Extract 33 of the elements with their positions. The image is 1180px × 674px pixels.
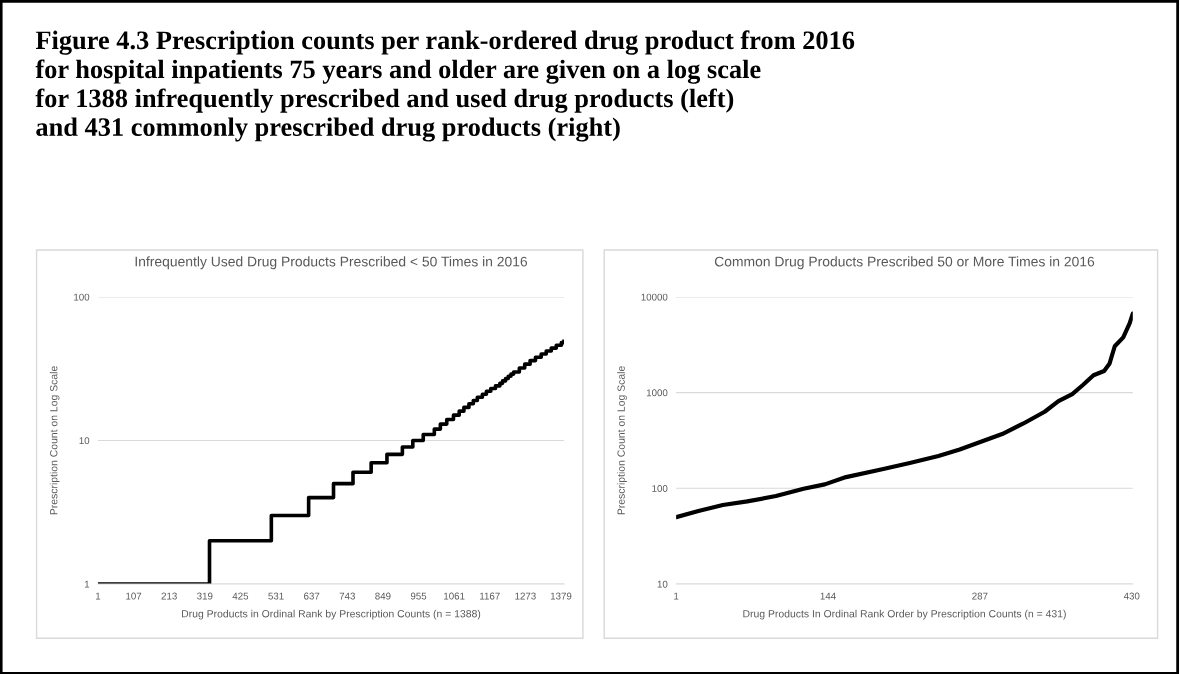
x-axis-title: Drug Products In Ordinal Rank Order by Prescription Counts (n = 431) <box>743 609 1066 620</box>
x-tick-label: 144 <box>820 592 836 600</box>
y-tick-label: 10 <box>79 437 90 445</box>
x-tick-label: 287 <box>972 592 988 600</box>
x-tick-label: 107 <box>126 592 142 600</box>
x-tick-label: 1167 <box>480 592 500 600</box>
x-tick-label: 1 <box>674 592 679 600</box>
x-tick-label: 1 <box>95 592 101 600</box>
y-tick-label: 1 <box>84 580 90 588</box>
x-tick-label: 430 <box>1123 592 1140 600</box>
x-tick-label: 531 <box>268 592 284 600</box>
x-tick-label: 213 <box>161 592 177 600</box>
y-tick-label: 100 <box>74 293 90 301</box>
y-axis-title: Prescription Count on Log Scale <box>49 366 60 515</box>
x-tick-label: 1379 <box>550 592 572 600</box>
x-tick-label: 1061 <box>444 592 465 600</box>
y-tick-label: 10000 <box>641 293 668 301</box>
x-tick-label: 319 <box>197 592 213 600</box>
line-series <box>676 311 1133 520</box>
caption: Figure 4.3 Prescription counts per rank-ordered drug product from 2016 for hospital inpatients 75 years and older are given on a log scale for 1388 infrequently prescribed and used drug products (left) and 431 commonly prescribed drug products (right) <box>35 30 855 142</box>
x-tick-label: 743 <box>339 592 355 600</box>
x-tick-label: 637 <box>304 592 320 600</box>
x-axis-title: Drug Products in Ordinal Rank by Prescription Counts (n = 1388) <box>182 609 481 620</box>
y-axis-title: Prescription Count on Log Scale <box>617 366 627 515</box>
x-tick-label: 955 <box>410 592 427 600</box>
y-tick-label: 10 <box>657 580 668 588</box>
y-tick-label: 100 <box>652 485 668 492</box>
x-tick-label: 849 <box>375 592 391 600</box>
x-tick-label: 1273 <box>515 592 536 600</box>
chart-title: Infrequently Used Drug Products Prescribed < 50 Times in 2016 <box>135 256 528 270</box>
chart-title: Common Drug Products Prescribed 50 or More Times in 2016 <box>714 256 1095 270</box>
x-tick-label: 425 <box>232 592 249 600</box>
y-tick-label: 1000 <box>646 389 668 397</box>
